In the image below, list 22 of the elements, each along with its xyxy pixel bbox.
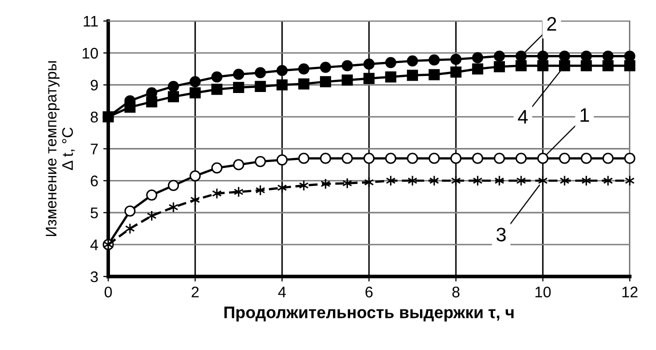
y-tick-label: 3 — [90, 271, 98, 282]
y-tick-label: 10 — [82, 48, 98, 59]
y-tick-label: 11 — [84, 16, 98, 27]
x-axis-title: Продолжительность выдержки τ, ч — [224, 306, 514, 322]
y-tick-label: 8 — [90, 112, 98, 122]
y-axis-title: Изменение температуры Δ t, °C — [46, 61, 75, 236]
annotation: 2 — [547, 17, 556, 31]
x-tick-label: 12 — [622, 286, 638, 298]
x-tick-label: 2 — [192, 286, 199, 298]
x-tick-label: 10 — [536, 286, 551, 298]
y-tick-label: 5 — [90, 208, 98, 218]
x-tick-label: 8 — [452, 286, 460, 298]
y-tick-label: 6 — [90, 176, 98, 186]
x-tick-label: 4 — [278, 286, 286, 298]
annotation: 1 — [580, 108, 589, 122]
y-tick-label: 9 — [90, 80, 98, 91]
annotation: 4 — [518, 110, 528, 124]
x-tick-label: 0 — [104, 286, 112, 298]
annotation: 3 — [496, 228, 506, 242]
y-tick-label: 7 — [90, 144, 98, 154]
x-tick-label: 6 — [366, 286, 373, 298]
y-tick-label: 4 — [90, 240, 98, 250]
